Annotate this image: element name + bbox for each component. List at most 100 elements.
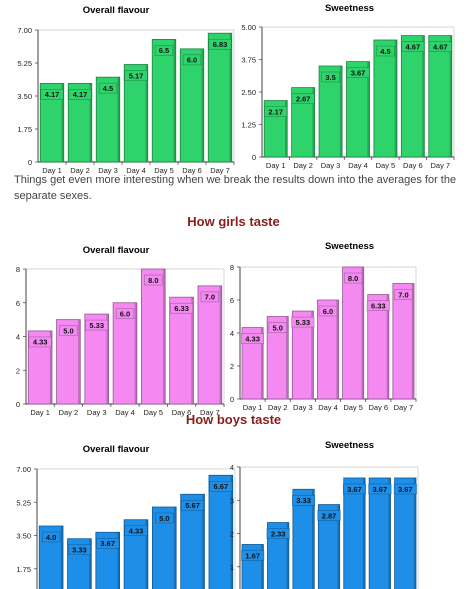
bar-shade [117, 532, 120, 589]
x-tick-label: Day 2 [268, 403, 288, 412]
data-label-box [85, 319, 109, 331]
bar-shade [394, 40, 397, 157]
data-label-box [170, 302, 194, 314]
data-label: 6.5 [159, 46, 169, 55]
data-label: 4.33 [245, 334, 260, 343]
data-label: 6.0 [187, 56, 197, 65]
x-tick-label: Day 7 [430, 161, 450, 170]
data-label: 6.67 [214, 482, 229, 491]
bar-group: 4.5 [373, 39, 398, 158]
bar [346, 61, 370, 158]
data-label-box [291, 316, 315, 328]
data-label-box [98, 82, 118, 94]
data-label: 8.0 [148, 276, 158, 285]
data-label-box [394, 289, 413, 300]
bar-shade [219, 285, 222, 404]
bar-shade [361, 267, 364, 399]
chart-title: Sweetness [324, 440, 375, 451]
y-tick-label: 8 [230, 263, 234, 272]
bar [266, 316, 289, 400]
data-label-box [154, 45, 174, 56]
x-tick-label: Day 6 [182, 166, 202, 175]
y-tick-label: 5.00 [241, 23, 256, 32]
bar-chart-svg: 0 1.75 3.50 5.25 7.00 4.17 Day 1 4.17 Day 2 4.5 Da… [17, 26, 235, 175]
data-label-box [366, 300, 390, 311]
data-label: 6.83 [213, 40, 228, 49]
data-label-box [144, 274, 163, 286]
x-tick-label: Day 3 [98, 166, 118, 175]
bar-group: 6.0 [317, 299, 339, 400]
bar-group: 3.67 [342, 477, 366, 589]
bar-shade [362, 477, 366, 589]
bar-group: 8.0 [141, 268, 166, 405]
bar-group: 5.17 [123, 64, 149, 163]
data-label-box [292, 495, 316, 506]
data-label-box [376, 45, 395, 57]
bar-group: 5.0 [266, 316, 289, 400]
bar-shade [145, 64, 148, 162]
data-label: 4.17 [45, 90, 60, 99]
bar-shade [339, 66, 343, 157]
data-label-box [182, 54, 202, 66]
data-label: 2.17 [268, 107, 283, 116]
girls-heading: How girls taste [187, 214, 280, 229]
bar [368, 477, 391, 589]
y-tick-label: 0 [252, 153, 256, 162]
bar-shade [61, 83, 64, 162]
data-label: 5.0 [63, 326, 73, 335]
data-label-box [200, 291, 220, 303]
x-tick-label: Day 3 [321, 161, 341, 170]
bar-group: 7.0 [197, 285, 223, 405]
bar-shade [386, 294, 389, 399]
y-tick-label: 0 [230, 395, 234, 404]
bar-shade [191, 297, 194, 404]
data-label-box [41, 531, 61, 543]
bar [318, 65, 343, 158]
bar-group: 3.33 [67, 538, 92, 589]
data-label: 5.33 [89, 321, 104, 330]
data-label: 3.67 [347, 485, 362, 494]
data-label-box [241, 333, 265, 344]
x-tick-label: Day 7 [394, 403, 414, 412]
bar-chart-svg: 0 2 4 6 8 4.33 Day 1 5.0 Day 2 5.33 Day 3 6.0 Day 4 8… [230, 263, 417, 412]
data-label: 5.0 [159, 514, 169, 523]
bar-shade [336, 300, 339, 399]
bar-shade [261, 544, 264, 589]
data-label: 3.67 [398, 485, 413, 494]
bar-shade [89, 83, 92, 162]
data-label: 6.0 [120, 310, 130, 319]
chart-title: Overall flavour [82, 245, 150, 256]
y-tick-label: 2.50 [241, 88, 256, 97]
bar [342, 266, 365, 400]
bar-shade [201, 48, 204, 162]
bar-group: 4.0 [38, 525, 64, 589]
bar-shade [286, 522, 289, 589]
bar-shade [89, 538, 92, 589]
data-label: 4.67 [406, 42, 421, 51]
data-label: 4.5 [103, 84, 113, 93]
bar-group: 4.33 [241, 327, 265, 400]
data-label-box [346, 67, 370, 78]
bar-shade [388, 477, 391, 589]
bar [112, 302, 138, 405]
intro-paragraph: Things get even more interesting when we… [14, 174, 457, 202]
bar-group: 6.0 [112, 302, 138, 405]
bar [197, 285, 223, 405]
bar [373, 39, 398, 158]
x-tick-label: Day 1 [266, 161, 286, 170]
x-tick-label: Day 4 [126, 166, 146, 175]
bar-shade [285, 100, 288, 157]
data-label: 5.0 [272, 323, 282, 332]
data-label: 4.17 [73, 90, 88, 99]
y-tick-label: 3.50 [17, 92, 32, 101]
bar-group: 3.33 [292, 488, 316, 589]
bar-group: 4.17 [39, 82, 65, 163]
bar-group: 8.0 [342, 266, 365, 400]
bar-group: 3.67 [393, 477, 417, 589]
bar [141, 268, 166, 405]
y-tick-label: 2 [230, 362, 234, 371]
bar-shade [202, 494, 205, 589]
bar [292, 488, 315, 589]
bar-group: 4.67 [400, 35, 425, 158]
